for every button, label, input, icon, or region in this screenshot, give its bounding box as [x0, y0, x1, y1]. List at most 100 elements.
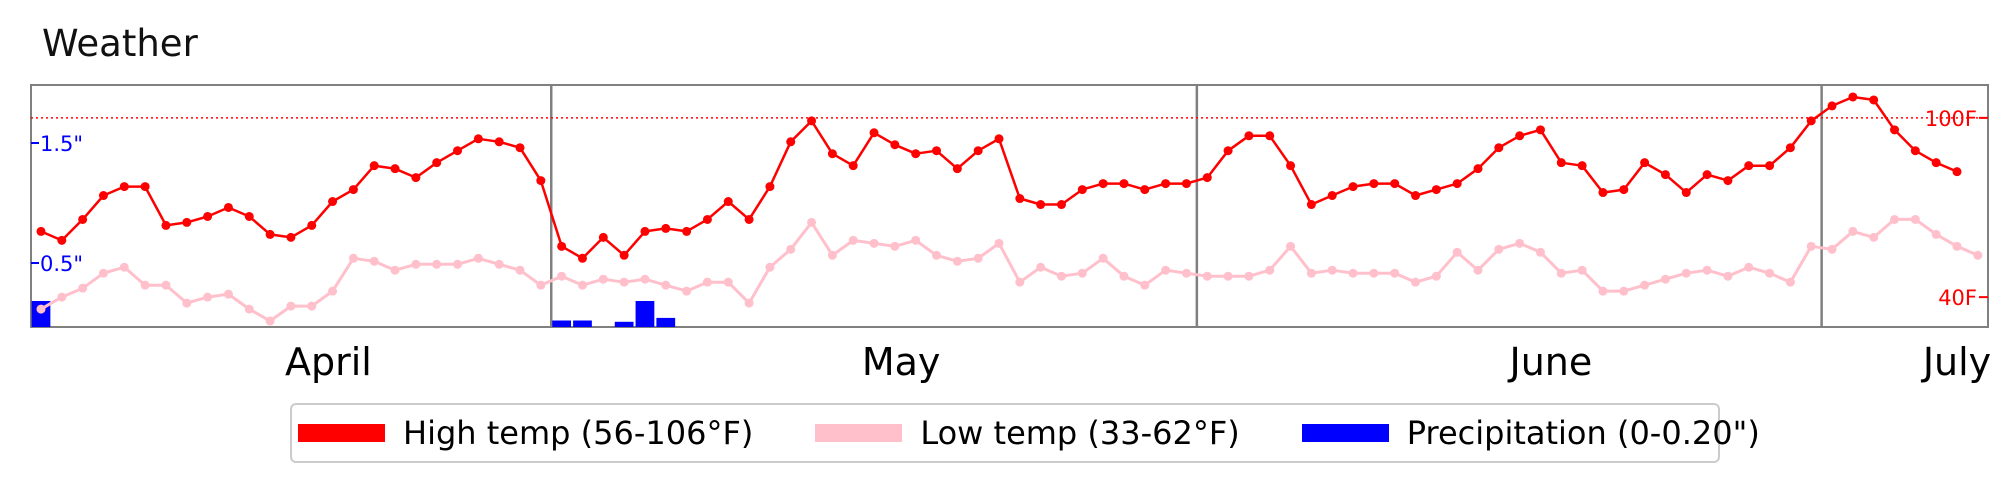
high-temp-point-49 [1056, 200, 1066, 210]
precip-tick-label-0: 1.5" [40, 132, 83, 156]
high-temp-point-44 [952, 164, 962, 174]
high-temp-point-6 [161, 220, 171, 230]
low-temp-point-4 [119, 262, 129, 272]
low-temp-point-89 [1890, 214, 1900, 224]
plot-frame [30, 84, 1989, 328]
high-temp-point-42 [911, 149, 921, 159]
precip-bar-2 [573, 320, 592, 327]
high-temp-point-47 [1015, 194, 1025, 204]
high-temp-point-89 [1890, 125, 1900, 135]
legend-swatch-high [298, 424, 385, 442]
high-temp-point-77 [1640, 158, 1650, 168]
high-temp-line [40, 95, 1958, 260]
high-temp-point-45 [973, 146, 983, 156]
low-temp-point-55 [1181, 268, 1191, 278]
low-temp-point-75 [1598, 286, 1608, 296]
high-temp-point-35 [765, 182, 775, 192]
low-temp-point-85 [1806, 241, 1816, 251]
legend-label-precip: Precipitation (0-0.20") [1406, 414, 1760, 452]
high-temp-point-75 [1598, 188, 1608, 198]
high-temp-point-33 [723, 197, 733, 207]
high-temp-point-13 [307, 220, 317, 230]
low-temp-point-74 [1577, 265, 1587, 275]
low-temp-point-10 [244, 304, 254, 314]
high-temp-point-69 [1473, 164, 1483, 174]
high-temp-point-8 [203, 211, 213, 221]
high-temp-point-25 [557, 241, 567, 251]
legend-item-high: High temp (56-106°F) [298, 414, 753, 452]
low-temp-point-27 [598, 274, 608, 284]
low-temp-point-47 [1015, 277, 1025, 287]
low-temp-point-52 [1119, 271, 1129, 281]
high-temp-point-80 [1702, 170, 1712, 180]
high-temp-point-12 [286, 232, 296, 242]
precip-bar-4 [635, 301, 655, 327]
high-temp-point-17 [390, 164, 400, 174]
low-temp-point-58 [1244, 271, 1254, 281]
low-temp-point-86 [1827, 244, 1837, 254]
low-temp-point-30 [661, 280, 671, 290]
high-temp-point-38 [827, 149, 837, 159]
precip-bar-5 [656, 317, 676, 327]
high-temp-point-83 [1765, 161, 1775, 171]
temp-tick-label-1: 40F [1938, 286, 1977, 310]
high-temp-point-90 [1910, 146, 1920, 156]
low-temp-point-49 [1056, 271, 1066, 281]
low-temp-point-50 [1077, 268, 1087, 278]
low-temp-point-8 [203, 292, 213, 302]
high-temp-point-72 [1535, 125, 1545, 135]
high-temp-point-52 [1119, 179, 1129, 189]
high-temp-point-1 [57, 235, 67, 245]
high-temp-point-28 [619, 250, 629, 260]
low-temp-point-12 [286, 301, 296, 311]
low-temp-point-64 [1369, 268, 1379, 278]
low-temp-point-20 [453, 259, 463, 269]
low-temp-point-25 [557, 271, 567, 281]
low-temp-point-39 [848, 235, 858, 245]
high-temp-point-56 [1202, 173, 1212, 183]
high-temp-point-3 [98, 191, 108, 201]
high-temp-point-29 [640, 226, 650, 236]
high-temp-point-30 [661, 223, 671, 233]
high-temp-point-81 [1723, 176, 1733, 186]
low-temp-point-82 [1744, 262, 1754, 272]
high-temp-point-41 [890, 140, 900, 150]
low-temp-point-59 [1265, 265, 1275, 275]
chart-title: Weather [42, 22, 198, 65]
low-temp-point-87 [1848, 226, 1858, 236]
low-temp-point-13 [307, 301, 317, 311]
low-temp-point-62 [1327, 265, 1337, 275]
high-temp-point-24 [536, 176, 546, 186]
low-temp-point-23 [515, 265, 525, 275]
high-temp-point-65 [1390, 179, 1400, 189]
high-temp-point-88 [1869, 95, 1879, 105]
legend-swatch-low [815, 424, 903, 442]
high-temp-point-7 [182, 217, 192, 227]
high-temp-point-84 [1785, 143, 1795, 153]
low-temp-point-31 [682, 286, 692, 296]
high-temp-point-82 [1744, 161, 1754, 171]
legend-swatch-precip [1301, 424, 1389, 442]
low-temp-point-5 [140, 280, 150, 290]
legend-item-low: Low temp (33-62°F) [815, 414, 1240, 452]
low-temp-point-11 [265, 316, 275, 326]
high-temp-point-43 [932, 146, 942, 156]
low-temp-point-36 [786, 244, 796, 254]
low-temp-point-45 [973, 253, 983, 263]
low-temp-point-7 [182, 298, 192, 308]
low-temp-point-65 [1390, 268, 1400, 278]
high-temp-point-27 [598, 232, 608, 242]
low-temp-point-16 [369, 256, 379, 266]
low-temp-point-35 [765, 262, 775, 272]
low-temp-point-76 [1619, 286, 1629, 296]
legend-item-precip: Precipitation (0-0.20") [1301, 414, 1760, 452]
high-temp-point-53 [1140, 185, 1150, 195]
low-temp-point-91 [1931, 229, 1941, 239]
low-temp-point-72 [1535, 247, 1545, 257]
low-temp-point-46 [994, 238, 1004, 248]
high-temp-point-87 [1848, 92, 1858, 102]
month-label-april: April [285, 340, 372, 384]
month-label-june: June [1508, 340, 1593, 384]
low-temp-point-56 [1202, 271, 1212, 281]
low-temp-point-29 [640, 274, 650, 284]
